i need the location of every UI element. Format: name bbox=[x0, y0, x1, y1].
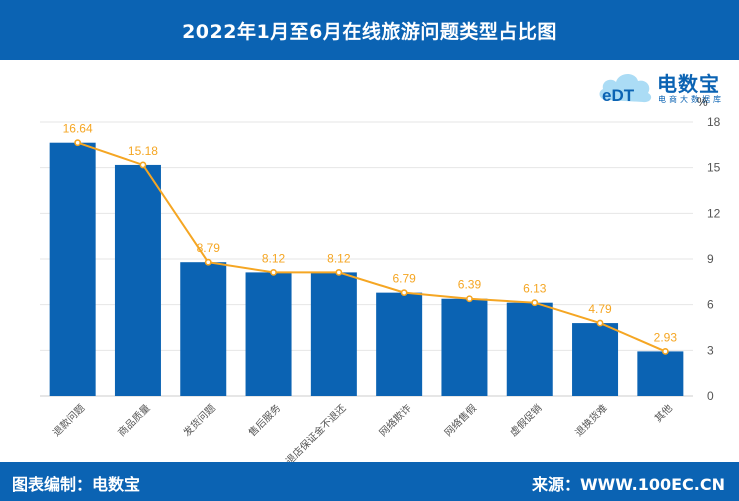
line-point bbox=[270, 268, 277, 276]
line-point bbox=[204, 258, 212, 266]
cloud-logo-icon: eDT bbox=[599, 73, 652, 105]
data-label: 8.12 bbox=[327, 251, 351, 265]
data-label: 4.79 bbox=[588, 302, 612, 316]
data-label: 15.18 bbox=[128, 144, 158, 158]
line-point bbox=[596, 319, 604, 327]
data-label: 6.13 bbox=[523, 282, 547, 296]
footer-source: 来源：WWW.100EC.CN bbox=[531, 475, 725, 494]
line-point bbox=[400, 289, 408, 297]
footer-bar: 图表编制：电数宝 来源：WWW.100EC.CN bbox=[0, 462, 739, 501]
y-tick-label: 0 bbox=[707, 389, 714, 403]
x-tick-label: 虚假促销 bbox=[507, 401, 544, 438]
x-tick-label: 商品质量 bbox=[115, 401, 152, 438]
line-point bbox=[139, 161, 147, 169]
logo-name: 电数宝 bbox=[657, 72, 720, 96]
x-tick-label: 发货问题 bbox=[180, 401, 217, 438]
data-label-layer: 16.64 15.18 8.79 8.12 8.12 6.79 6.39 6.13 4.79 2.… bbox=[63, 122, 678, 345]
data-label: 6.39 bbox=[458, 278, 482, 292]
bar bbox=[114, 164, 161, 396]
y-tick-layer: 0 3 6 9 12 15 18 bbox=[707, 115, 721, 403]
footer-credit: 图表编制：电数宝 bbox=[12, 475, 141, 494]
logo-subtitle: 电商大数据库 bbox=[658, 95, 724, 104]
x-tick-label: 网络欺诈 bbox=[376, 401, 413, 438]
chart-title: 2022年1月至6月在线旅游问题类型占比图 bbox=[182, 20, 557, 43]
data-label: 8.79 bbox=[197, 241, 221, 255]
trend-line bbox=[77, 141, 666, 353]
data-label: 8.12 bbox=[262, 251, 286, 265]
line-layer bbox=[74, 139, 669, 355]
bar bbox=[49, 142, 96, 396]
x-tick-label: 售后服务 bbox=[246, 401, 283, 438]
y-tick-label: 18 bbox=[707, 115, 721, 129]
title-bar: 2022年1月至6月在线旅游问题类型占比图 bbox=[0, 0, 739, 60]
data-label: 16.64 bbox=[63, 122, 93, 136]
y-unit-label: % bbox=[697, 95, 708, 109]
x-tick-layer: 退款问题 商品质量 发货问题 售后服务 退店保证金不退还 网络欺诈 网络售假 虚假促销 退换货难… bbox=[50, 401, 675, 462]
bar bbox=[637, 351, 684, 396]
bar bbox=[310, 272, 357, 396]
bar bbox=[441, 298, 488, 396]
y-tick-label: 6 bbox=[707, 298, 714, 312]
bar bbox=[506, 302, 553, 396]
line-point bbox=[661, 347, 669, 355]
x-tick-label: 其他 bbox=[652, 401, 675, 424]
bar bbox=[180, 262, 227, 396]
brand-logo: eDT 电数宝 电商大数据库 bbox=[595, 64, 725, 112]
line-point bbox=[466, 295, 473, 303]
line-point bbox=[531, 299, 539, 307]
line-point bbox=[74, 139, 82, 147]
x-tick-label: 退店保证金不退还 bbox=[283, 401, 349, 462]
bar bbox=[245, 272, 292, 396]
bar bbox=[572, 323, 619, 396]
data-label: 6.79 bbox=[392, 272, 416, 286]
chart-plot: 16.64 15.18 8.79 8.12 8.12 6.79 6.39 6.13 4.79 2.… bbox=[40, 95, 721, 462]
x-tick-label: 网络售假 bbox=[442, 401, 479, 438]
data-label: 2.93 bbox=[654, 330, 678, 344]
logo-badge: eDT bbox=[602, 86, 635, 105]
line-point bbox=[335, 268, 343, 276]
y-tick-label: 9 bbox=[707, 252, 714, 266]
x-tick-label: 退款问题 bbox=[50, 401, 87, 438]
y-tick-label: 12 bbox=[707, 206, 721, 220]
bar-layer bbox=[49, 142, 684, 396]
y-tick-label: 3 bbox=[707, 343, 714, 357]
y-tick-label: 15 bbox=[707, 161, 721, 175]
x-tick-label: 退换货难 bbox=[572, 401, 609, 438]
bar bbox=[376, 292, 423, 396]
